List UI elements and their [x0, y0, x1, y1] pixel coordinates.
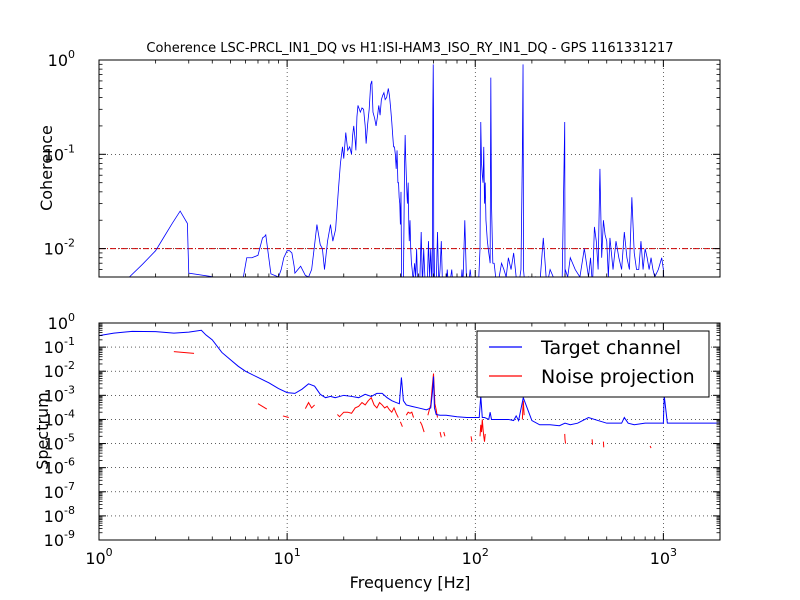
noise-projection-segment [470, 436, 473, 442]
coherence-series-line [129, 64, 665, 277]
spectrum-y-axis-label: Spectrum [33, 392, 52, 470]
legend-noise-label: Noise projection [541, 366, 695, 388]
legend-box [476, 330, 710, 398]
noise-projection-segment [282, 415, 289, 419]
noise-projection-segment [257, 403, 268, 410]
coherence-y-axis-label: Coherence [37, 125, 56, 211]
coherence-axes-frame [98, 59, 721, 278]
target-channel-series-line [99, 329, 720, 427]
noise-projection-segment [173, 351, 195, 354]
spectrum-axes-frame [98, 322, 721, 541]
noise-projection-segment [405, 411, 415, 418]
noise-projection-segment [399, 421, 403, 427]
noise-projection-segment [521, 400, 525, 420]
legend-target-label: Target channel [540, 337, 681, 359]
noise-projection-series [173, 351, 652, 449]
noise-projection-segment [419, 421, 425, 433]
coherence-grid [99, 60, 720, 277]
noise-projection-segment [649, 445, 652, 449]
noise-projection-segment [564, 433, 567, 444]
noise-projection-segment [479, 419, 486, 442]
noise-projection-segment [337, 396, 399, 418]
noise-projection-segment [439, 431, 442, 438]
noise-projection-segment [443, 431, 446, 437]
noise-projection-segment [304, 401, 315, 409]
legend: Target channel Noise projection [476, 330, 710, 398]
chart-title: Coherence LSC-PRCL_IN1_DQ vs H1:ISI-HAM3… [146, 41, 673, 56]
x-axis-label: Frequency [Hz] [350, 573, 471, 592]
